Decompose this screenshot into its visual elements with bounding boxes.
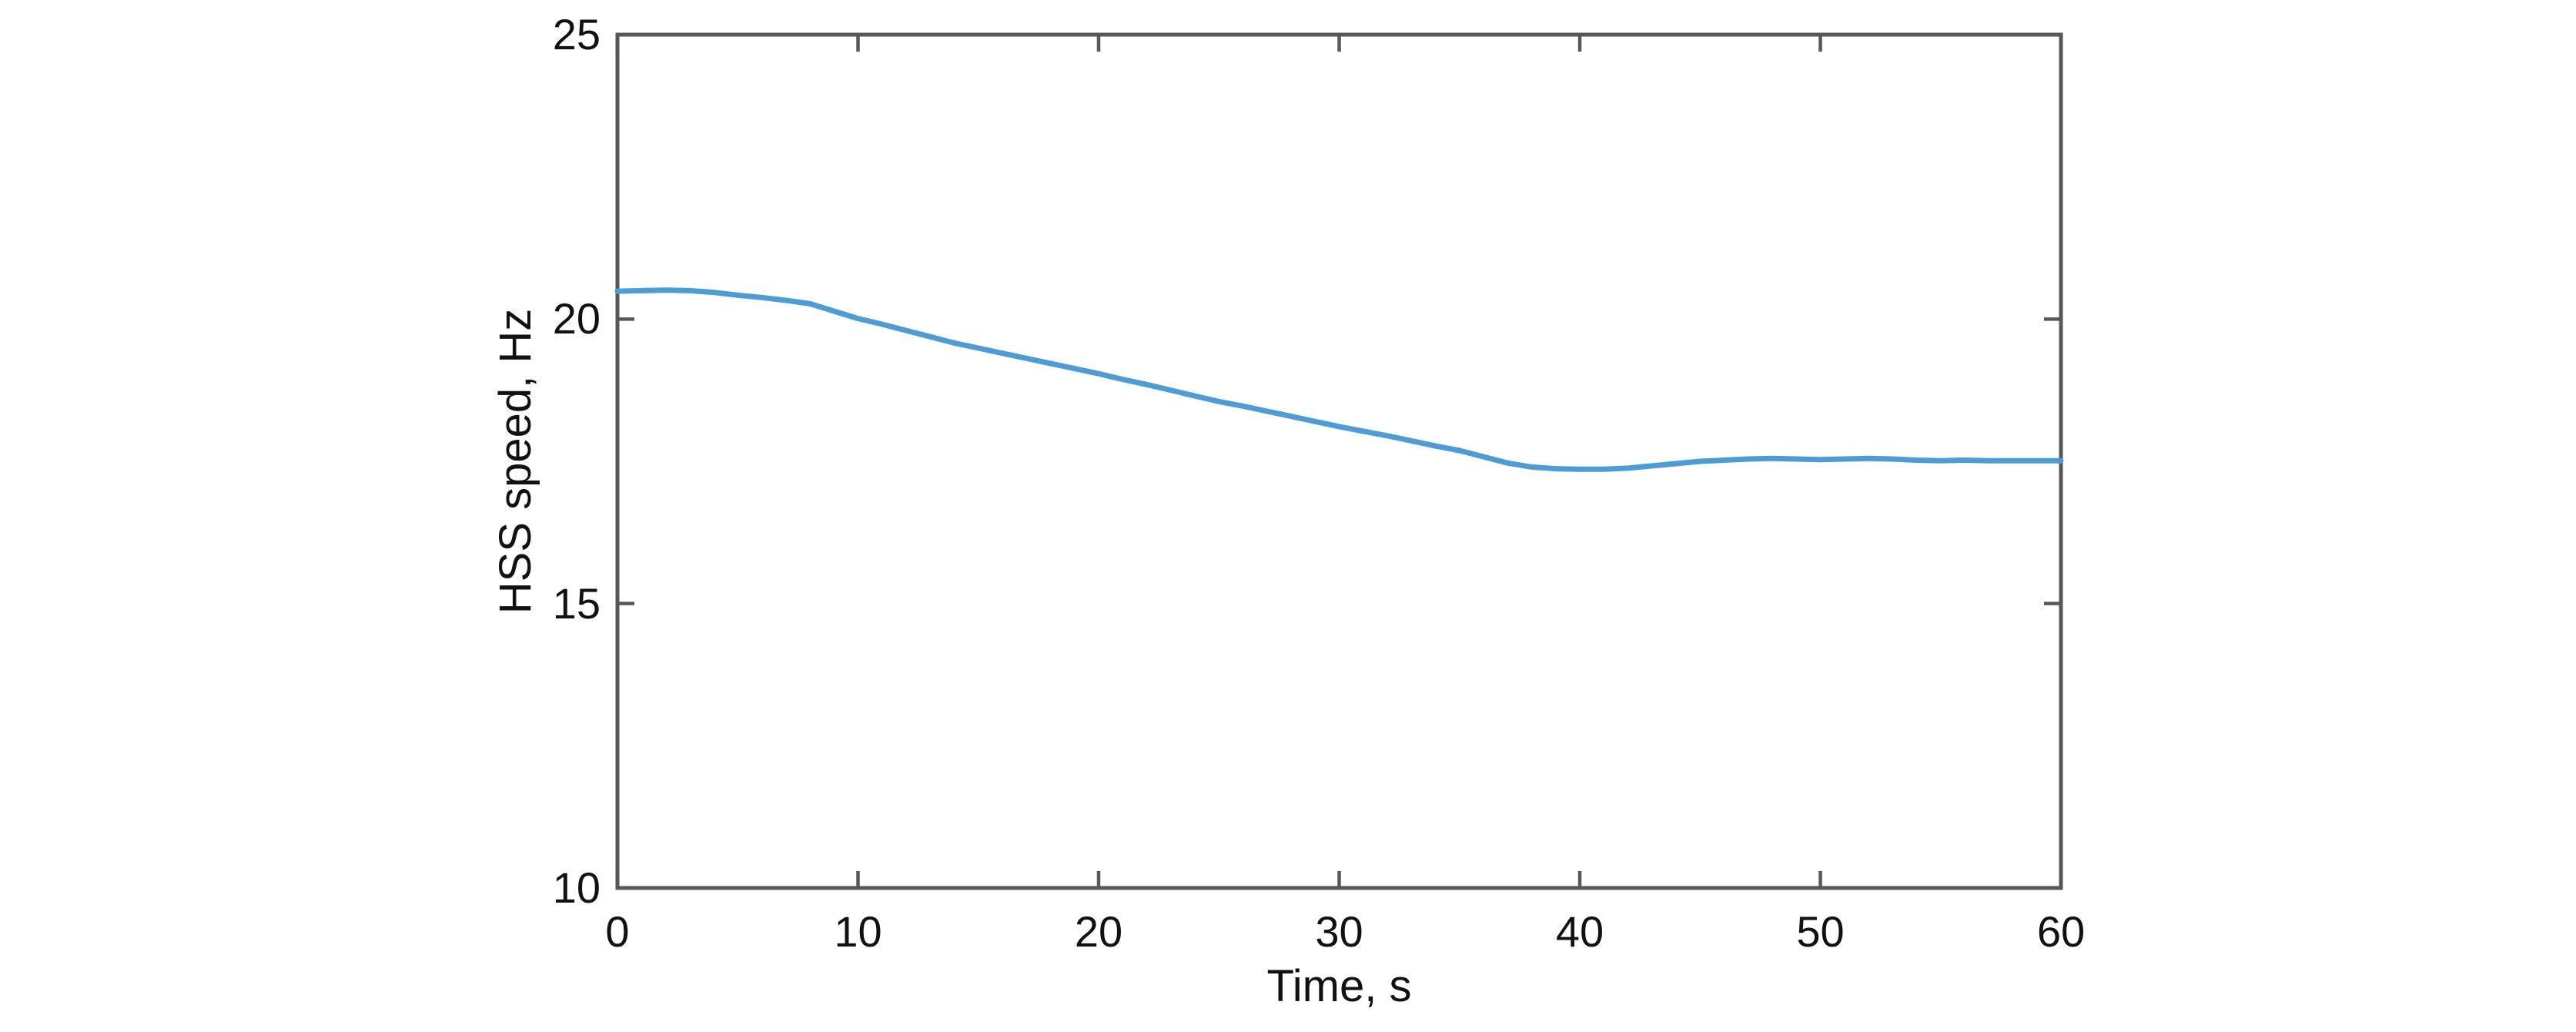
x-tick-label: 0 [605, 907, 630, 956]
x-tick-label: 20 [1074, 907, 1123, 956]
y-tick-label: 20 [552, 294, 601, 343]
x-tick-label: 40 [1555, 907, 1604, 956]
y-tick-label: 25 [552, 10, 601, 59]
x-axis-label: Time, s [1266, 961, 1412, 1011]
y-tick-label: 15 [552, 578, 601, 628]
x-tick-label: 60 [2036, 907, 2086, 956]
x-tick-label: 50 [1796, 907, 1845, 956]
x-tick-label: 10 [834, 907, 882, 956]
x-tick-label: 30 [1315, 907, 1363, 956]
y-tick-label: 10 [552, 863, 601, 912]
hss-speed-line [614, 287, 2064, 472]
y-axis-label: HSS speed, Hz [490, 308, 540, 615]
